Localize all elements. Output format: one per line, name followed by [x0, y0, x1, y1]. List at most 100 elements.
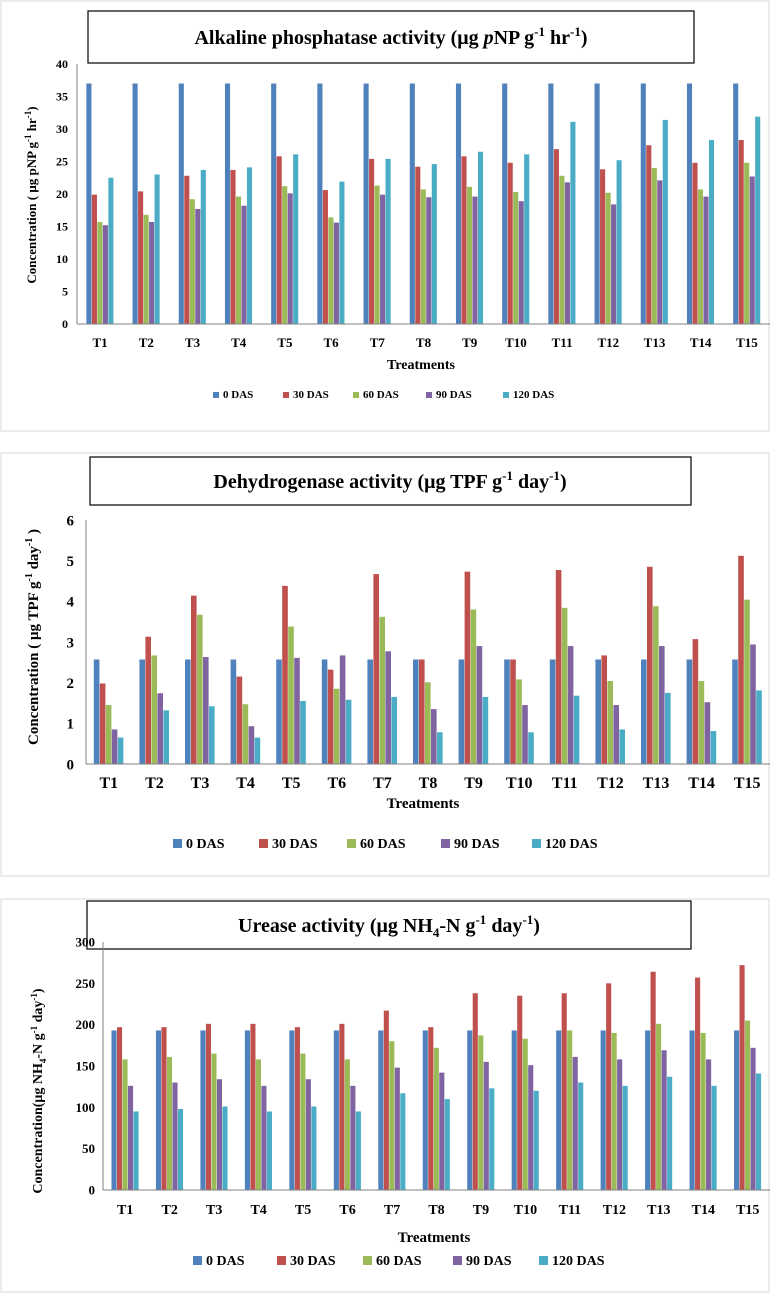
bar — [224, 83, 231, 324]
x-tick-label: T14 — [692, 1203, 715, 1218]
x-tick-label: T8 — [419, 775, 438, 792]
legend-label: 60 DAS — [376, 1254, 422, 1269]
bar — [533, 1090, 539, 1190]
bar — [513, 192, 519, 324]
axes — [85, 520, 770, 765]
bar — [282, 585, 288, 764]
legend-label: 120 DAS — [513, 389, 554, 401]
bar — [476, 646, 483, 764]
x-tick-label: T8 — [416, 335, 432, 350]
bar — [661, 1050, 667, 1190]
bar — [607, 681, 613, 764]
bar — [300, 1053, 306, 1190]
bar — [738, 140, 744, 324]
legend-swatch — [539, 1256, 548, 1265]
bar — [422, 1030, 428, 1190]
x-tick-label: T6 — [324, 335, 340, 350]
y-axis-title: Concentration ( μg pNP g-1 hr-1) — [23, 106, 39, 283]
bar — [611, 1032, 617, 1190]
bar — [255, 1059, 261, 1190]
bar — [483, 1061, 489, 1190]
bar — [518, 201, 524, 324]
bar — [698, 681, 705, 764]
bar — [756, 690, 762, 764]
bar — [645, 1030, 651, 1190]
bar — [641, 659, 647, 764]
bar — [662, 119, 668, 325]
bar — [616, 160, 622, 324]
bar — [211, 1053, 217, 1190]
bar — [745, 1020, 751, 1190]
bar — [293, 154, 299, 324]
bar — [363, 83, 369, 324]
x-tick-label: T3 — [191, 775, 210, 792]
bar — [122, 1059, 128, 1190]
x-tick-label: T4 — [236, 775, 255, 792]
y-tick-label: 25 — [56, 155, 68, 169]
bar — [177, 1108, 184, 1190]
bar — [744, 599, 750, 764]
legend: 0 DAS 30 DAS 60 DAS 90 DAS 120 DAS — [193, 1254, 605, 1269]
bar — [578, 1082, 584, 1190]
chart-title-box — [86, 900, 692, 950]
bar — [507, 162, 513, 324]
legend-swatch — [503, 392, 509, 398]
bar — [385, 158, 391, 324]
x-tick-label: T14 — [688, 775, 715, 792]
bars — [111, 965, 762, 1190]
bar — [294, 657, 300, 764]
axes — [102, 942, 770, 1191]
x-tick-label: T12 — [597, 335, 619, 350]
x-tick-label: T7 — [373, 775, 392, 792]
bar — [472, 993, 478, 1190]
x-tick-labels: T1 T2 T3 T4 T5 T6 T7 T8 T9 T10 T11 T12 T13 T14 T15 — [117, 1203, 759, 1218]
chart-title: Urease activity (μg NH4-N g-1 day-1) — [238, 912, 540, 940]
bar — [489, 1088, 495, 1190]
bar — [400, 1093, 406, 1190]
bar — [145, 636, 151, 764]
legend-swatch — [173, 839, 182, 848]
bar — [379, 616, 385, 764]
bar — [99, 683, 106, 764]
bar — [426, 197, 432, 324]
y-tick-label: 250 — [76, 976, 96, 991]
legend-label: 60 DAS — [360, 837, 406, 852]
x-tick-labels: T1 T2 T3 T4 T5 T6 T7 T8 T9 T10 T11 T12 T13 T14 T15 — [99, 775, 760, 792]
bar — [311, 1106, 317, 1190]
bar — [647, 566, 653, 764]
bar — [657, 180, 663, 324]
legend-label: 120 DAS — [545, 837, 598, 852]
bar — [732, 659, 738, 764]
x-tick-label: T11 — [552, 335, 573, 350]
legend-swatch — [453, 1256, 462, 1265]
bar — [350, 1085, 356, 1190]
bar — [559, 175, 565, 324]
bar — [271, 83, 277, 324]
bar — [339, 1023, 345, 1190]
bar — [640, 83, 646, 324]
bar — [317, 83, 323, 324]
x-tick-label: T1 — [99, 775, 118, 792]
bar — [594, 83, 600, 324]
bar — [333, 1030, 339, 1190]
bar — [431, 709, 437, 764]
x-axis-title: Treatments — [387, 796, 460, 812]
bar — [254, 737, 261, 764]
bar — [205, 1023, 212, 1190]
legend-label: 0 DAS — [206, 1254, 245, 1269]
bar — [287, 193, 293, 324]
y-tick-label: 1 — [67, 717, 75, 733]
bar — [750, 644, 756, 764]
bar — [250, 1023, 256, 1190]
bar — [433, 1047, 439, 1190]
bar — [667, 1076, 673, 1190]
y-tick-label: 150 — [76, 1059, 96, 1074]
bar — [653, 606, 659, 764]
bar — [178, 83, 184, 324]
bar — [428, 1027, 434, 1190]
bar — [344, 1059, 350, 1190]
bar — [556, 1030, 562, 1190]
bar — [333, 688, 340, 764]
bar — [367, 659, 373, 764]
bar — [689, 1030, 695, 1190]
